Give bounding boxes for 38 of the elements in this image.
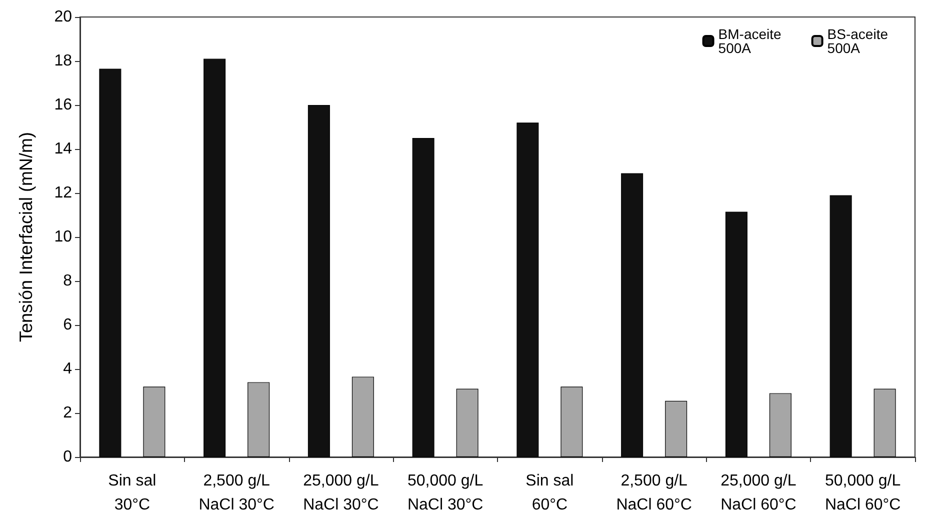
x-tick-label: 25,000 g/L NaCl 60°C: [720, 472, 796, 514]
y-tick-label: 6: [63, 316, 72, 334]
x-tick-label: Sin sal 30°C: [108, 472, 156, 514]
bar: [769, 393, 792, 457]
bar: [621, 173, 644, 457]
x-tick-label: 2,500 g/L NaCl 30°C: [198, 472, 274, 514]
y-tick-label: 10: [54, 228, 72, 246]
bar: [665, 400, 688, 457]
y-tick-label: 8: [63, 272, 72, 290]
y-tick-label: 14: [54, 140, 72, 158]
y-tick-label: 16: [54, 96, 72, 114]
legend-label: BS-aceite 500A: [827, 26, 888, 56]
bar: [143, 386, 166, 457]
bar: [456, 388, 478, 457]
bar: [830, 195, 852, 457]
bar: [248, 382, 270, 457]
x-tick-label: 50,000 g/L NaCl 30°C: [407, 472, 484, 514]
y-tick-label: 12: [54, 184, 72, 202]
x-tick-label: 50,000 g/L NaCl 60°C: [824, 472, 901, 514]
bar: [308, 105, 330, 457]
y-axis-title: Tensión Interfacial (mN/m): [16, 132, 36, 342]
y-tick-label: 4: [63, 360, 72, 378]
bar: [412, 138, 434, 457]
bar: [204, 58, 226, 457]
y-tick-label: 18: [54, 52, 72, 70]
bar: [874, 388, 896, 457]
bar: [725, 212, 748, 457]
bar: [99, 68, 122, 457]
bar: [560, 386, 583, 457]
bar: [516, 122, 539, 457]
y-tick-label: 20: [54, 8, 72, 26]
y-tick-label: 0: [63, 448, 72, 466]
x-tick-label: 25,000 g/L NaCl 30°C: [303, 472, 379, 514]
bar: [352, 376, 374, 457]
legend-label: BM-aceite 500A: [718, 26, 782, 56]
y-tick-label: 2: [63, 404, 72, 422]
x-tick-label: 2,500 g/L NaCl 60°C: [616, 472, 692, 514]
x-tick-label: Sin sal 60°C: [526, 472, 574, 514]
